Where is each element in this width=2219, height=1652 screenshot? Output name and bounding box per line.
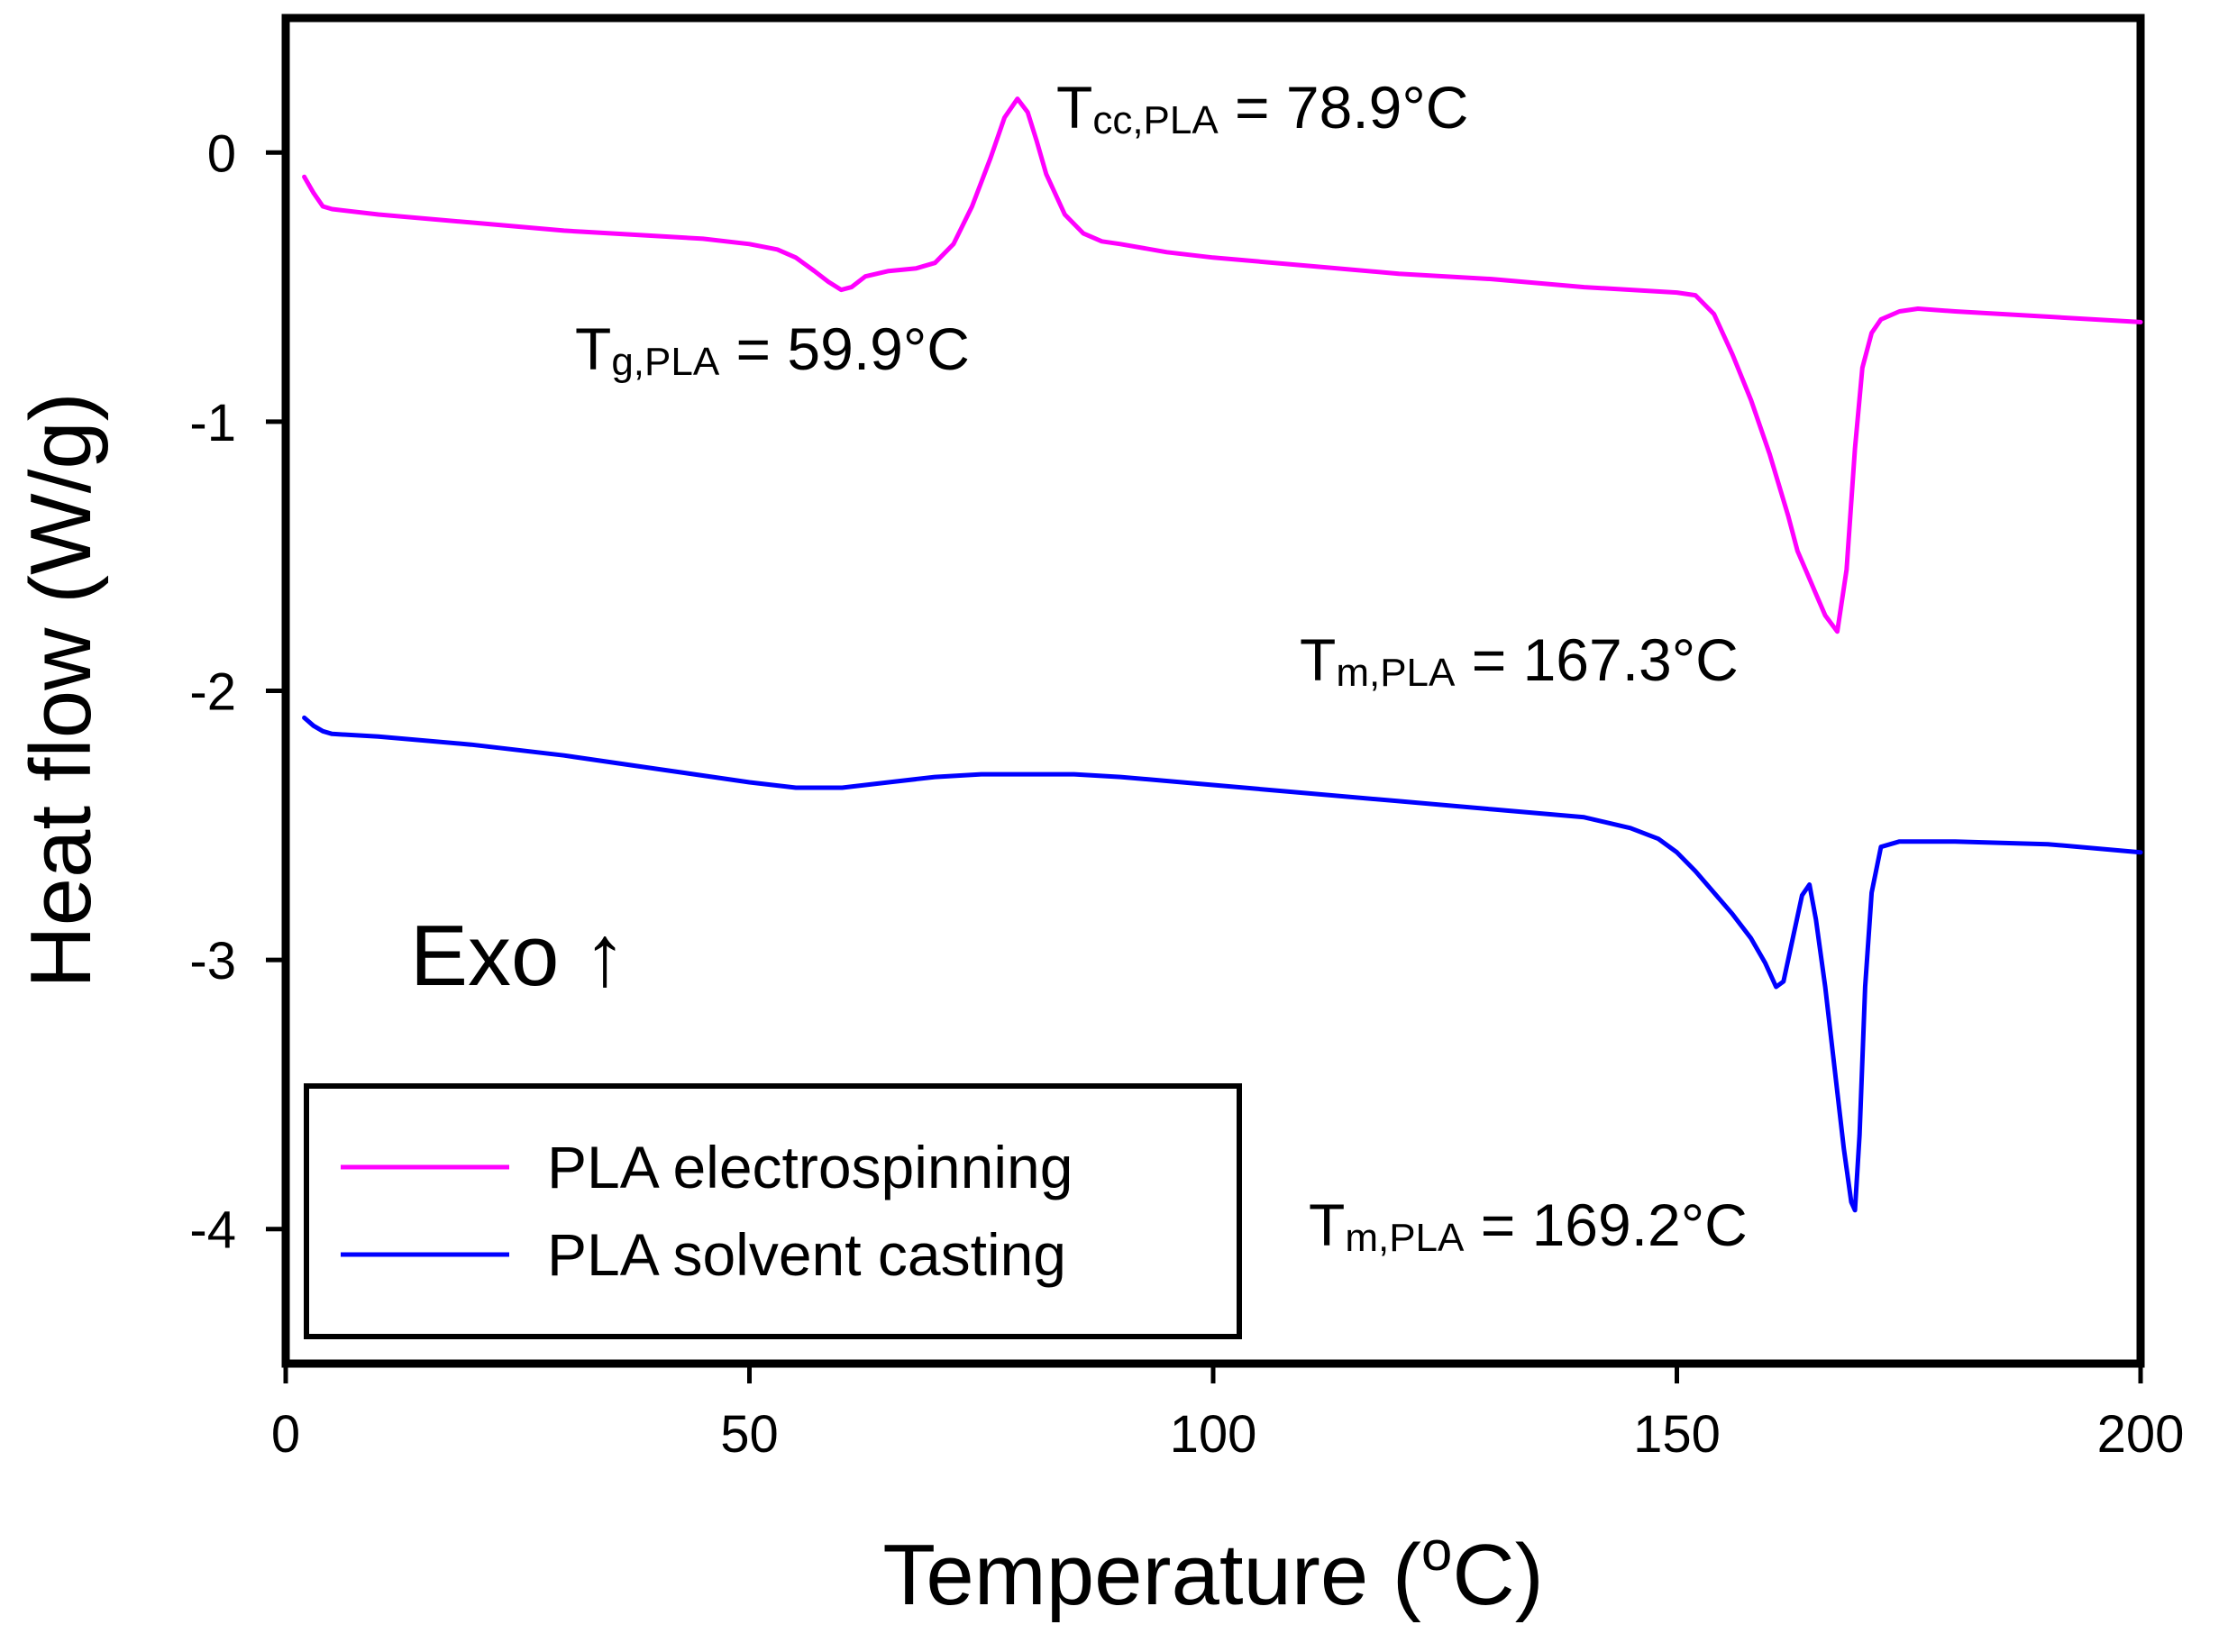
y-tick-label: -1: [189, 394, 236, 452]
x-tick-label: 200: [2097, 1405, 2185, 1464]
exo-label: Exo ↑: [410, 908, 626, 1004]
legend-label-electrospinning: PLA electrospinning: [547, 1134, 1073, 1200]
annotation-tg: Tg,PLA = 59.9°C: [575, 315, 970, 384]
y-tick-label: -2: [189, 663, 236, 722]
y-tick-label: -3: [189, 932, 236, 990]
y-axis-title: Heat flow (W/g): [13, 392, 109, 988]
series-line-solvent-casting: [302, 715, 2143, 1213]
series-group: [302, 96, 2143, 1213]
legend-label-solvent-casting: PLA solvent casting: [547, 1221, 1066, 1288]
legend-box: [304, 1083, 1242, 1339]
legend: PLA electrospinning PLA solvent casting: [304, 1083, 1242, 1339]
x-tick-label: 0: [271, 1405, 300, 1464]
x-tick-label: 150: [1633, 1405, 1721, 1464]
x-tick-label: 100: [1170, 1405, 1257, 1464]
x-axis-title: Temperature (oC): [882, 1520, 1543, 1623]
y-axis-ticks: 0 -1 -2 -3 -4: [189, 124, 286, 1260]
y-tick-label: -4: [189, 1201, 236, 1260]
x-tick-label: 50: [720, 1405, 779, 1464]
x-axis-ticks: 0 50 100 150 200: [271, 1364, 2185, 1464]
annotation-tm-electrospinning: Tm,PLA = 167.3°C: [1300, 626, 1739, 695]
annotation-tcc: Tcc,PLA = 78.9°C: [1056, 74, 1468, 142]
annotation-tm-solvent-casting: Tm,PLA = 169.2°C: [1309, 1191, 1748, 1260]
series-line-electrospinning: [302, 96, 2143, 634]
y-tick-label: 0: [207, 124, 236, 183]
